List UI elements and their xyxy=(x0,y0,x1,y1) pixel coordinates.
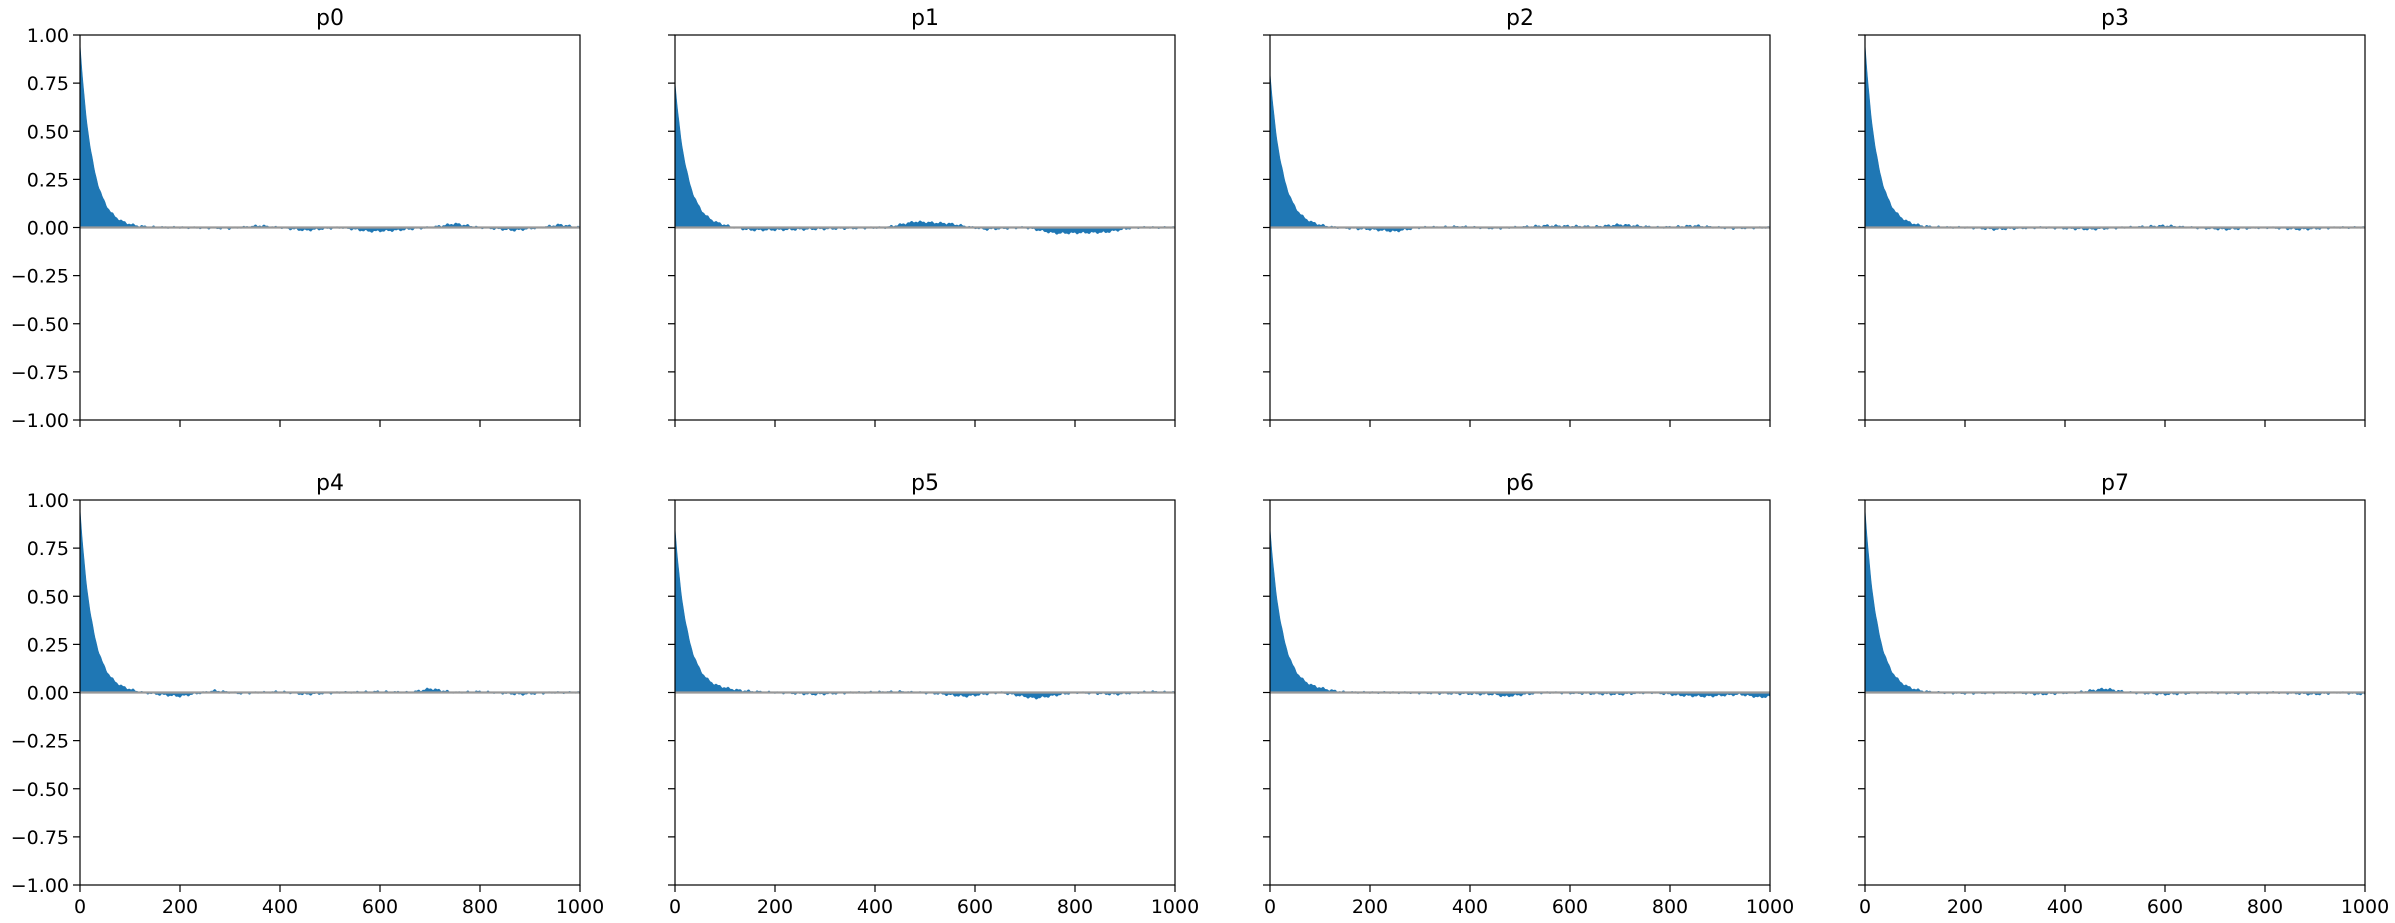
x-tick-label: 0 xyxy=(669,896,681,918)
y-tick-label: −0.75 xyxy=(11,827,69,849)
y-tick-label: 1.00 xyxy=(27,25,69,47)
panel-title: p6 xyxy=(1506,471,1534,496)
x-tick-label: 200 xyxy=(757,896,793,918)
y-tick-label: −1.00 xyxy=(11,410,69,432)
x-tick-label: 200 xyxy=(162,896,198,918)
acf-area-p1 xyxy=(674,82,1176,235)
x-tick-label: 400 xyxy=(857,896,893,918)
y-tick-label: 0.25 xyxy=(27,169,69,191)
y-tick-label: 0.00 xyxy=(27,683,69,705)
panel-title: p0 xyxy=(316,6,344,31)
x-tick-label: 1000 xyxy=(556,896,604,918)
y-tick-label: −1.00 xyxy=(11,875,69,897)
x-tick-label: 600 xyxy=(1552,896,1588,918)
panel-title: p2 xyxy=(1506,6,1534,31)
x-tick-label: 600 xyxy=(362,896,398,918)
y-tick-label: 1.00 xyxy=(27,490,69,512)
panel-p1: p1 xyxy=(668,6,1176,427)
acf-area-p7 xyxy=(1864,509,2366,696)
y-tick-label: 0.75 xyxy=(27,538,69,560)
y-tick-label: −0.25 xyxy=(11,266,69,288)
panel-p2: p2 xyxy=(1263,6,1771,427)
x-tick-label: 800 xyxy=(1652,896,1688,918)
panel-p5: p5 0 200 400 600 800 1000 xyxy=(668,471,1199,918)
y-tick-label: −0.50 xyxy=(11,779,69,801)
x-tick-label: 200 xyxy=(1947,896,1983,918)
panel-title: p3 xyxy=(2101,6,2129,31)
panel-p6: p6 0 200 400 600 800 1000 xyxy=(1263,471,1794,918)
x-tick-label: 800 xyxy=(462,896,498,918)
panel-title: p7 xyxy=(2101,471,2129,496)
acf-area-p4 xyxy=(79,509,581,698)
panel-p3: p3 xyxy=(1858,6,2366,427)
x-tick-label: 1000 xyxy=(2341,896,2389,918)
y-tick-label: 0.25 xyxy=(27,634,69,656)
acf-area-p3 xyxy=(1864,44,2366,231)
panel-p4: p4 1.00 0.75 0.50 0.25 0.00 −0.25 −0.50 −0.75 −1.… xyxy=(11,471,604,918)
y-tick-label: −0.25 xyxy=(11,731,69,753)
acf-area-p0 xyxy=(79,44,581,233)
acf-area-p6 xyxy=(1269,528,1771,699)
x-tick-label: 0 xyxy=(74,896,86,918)
acf-area-p5 xyxy=(674,528,1176,700)
x-tick-label: 200 xyxy=(1352,896,1388,918)
x-tick-label: 400 xyxy=(1452,896,1488,918)
y-tick-label: −0.50 xyxy=(11,314,69,336)
x-tick-label: 400 xyxy=(262,896,298,918)
x-tick-label: 0 xyxy=(1859,896,1871,918)
panel-p0: p0 1.00 0.75 0.50 0.25 0.00 −0.25 −0.50 −0.75 −1.… xyxy=(11,6,581,432)
x-tick-label: 0 xyxy=(1264,896,1276,918)
x-tick-label: 400 xyxy=(2047,896,2083,918)
y-tick-label: 0.00 xyxy=(27,218,69,240)
y-tick-label: 0.50 xyxy=(27,586,69,608)
panel-title: p4 xyxy=(316,471,344,496)
x-tick-label: 1000 xyxy=(1151,896,1199,918)
x-tick-label: 600 xyxy=(2147,896,2183,918)
panel-title: p1 xyxy=(911,6,939,31)
y-tick-label: −0.75 xyxy=(11,362,69,384)
x-tick-label: 800 xyxy=(2247,896,2283,918)
x-tick-label: 1000 xyxy=(1746,896,1794,918)
acf-area-p2 xyxy=(1269,72,1771,233)
x-tick-label: 800 xyxy=(1057,896,1093,918)
panel-p7: p7 0 200 400 600 800 1000 xyxy=(1858,471,2389,918)
y-tick-label: 0.50 xyxy=(27,121,69,143)
y-tick-label: 0.75 xyxy=(27,73,69,95)
x-tick-label: 600 xyxy=(957,896,993,918)
panel-title: p5 xyxy=(911,471,939,496)
